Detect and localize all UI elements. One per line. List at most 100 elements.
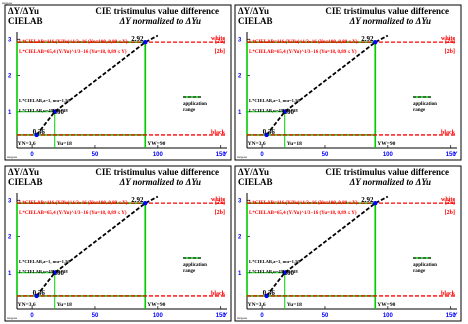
title-left: ΔY/ΔYu bbox=[8, 6, 39, 16]
tag-b: [2b] bbox=[445, 49, 455, 55]
tag-a: [2a] bbox=[215, 39, 225, 45]
yn-label: YN=3,6 bbox=[248, 141, 266, 147]
black-label: black bbox=[211, 130, 226, 136]
panel-border bbox=[234, 165, 462, 322]
value-label-black: 0.36 bbox=[263, 289, 276, 297]
panel-border bbox=[234, 4, 462, 161]
data-point-3 bbox=[143, 39, 148, 45]
title-right-sub: ΔY normalized to ΔYu bbox=[119, 177, 201, 187]
series-line bbox=[265, 195, 389, 297]
y-tick-label: 3 bbox=[238, 37, 242, 43]
title-right-sub: ΔY normalized to ΔYu bbox=[119, 16, 201, 26]
title-left-sub: CIELAB bbox=[238, 177, 273, 187]
title-left-sub: CIELAB bbox=[8, 177, 43, 187]
panel-border bbox=[4, 165, 232, 322]
formula-a: L*CIELAB=116 (Y/Yu)^1/3−16 (Yu=100, 0,89… bbox=[19, 39, 128, 45]
legend-label-1: application bbox=[413, 263, 437, 268]
data-point-3 bbox=[373, 200, 378, 206]
legend-label-1: application bbox=[183, 263, 207, 268]
y-tick-label: 3 bbox=[8, 37, 12, 43]
corner-code: ceig-oa bbox=[7, 316, 17, 320]
lstar-label-2: L*CIELAB,u=49, Yu=18 bbox=[19, 269, 68, 274]
y-tick-label: 3 bbox=[238, 198, 242, 204]
y-tick-label: 1 bbox=[8, 271, 12, 277]
corner-code: ceig-oa bbox=[7, 155, 17, 159]
lstar-label-2: L*CIELAB,u=49, Yu=18 bbox=[249, 269, 298, 274]
white-label: white bbox=[441, 197, 455, 203]
value-label-black: 0.36 bbox=[33, 128, 46, 136]
y-tick-label: 2 bbox=[238, 235, 242, 241]
title-left-sub: CIELAB bbox=[238, 16, 273, 26]
yn-label: YN=3,6 bbox=[248, 302, 266, 308]
data-point-1 bbox=[34, 293, 39, 299]
legend-label-1: application bbox=[413, 102, 437, 107]
black-label: black bbox=[211, 291, 226, 297]
legend-label-2: range bbox=[413, 108, 426, 113]
corner-code: ceig-oa bbox=[237, 155, 247, 159]
formula-a: L*CIELAB=116 (Y/Yu)^1/3−16 (Yu=100, 0,89… bbox=[19, 200, 128, 206]
lstar-label-1: L*CIELAB,a=1, mu=1,56 bbox=[19, 98, 70, 103]
formula-b: L*CIELAB=65,4 (Y/Yu)^1/3−16 (Yu=18, 0,89… bbox=[249, 210, 357, 216]
data-point-1 bbox=[34, 132, 39, 138]
data-point-2 bbox=[282, 270, 287, 275]
title-left-sub: CIELAB bbox=[8, 16, 43, 26]
lstar-label-1: L*CIELAB,a=1, mu=1,56 bbox=[249, 98, 300, 103]
title-right: CIE tristimulus value difference bbox=[325, 167, 449, 177]
black-label: black bbox=[441, 291, 456, 297]
data-point-2 bbox=[52, 109, 57, 114]
yu-label: Yu=18 bbox=[57, 141, 72, 147]
header-code: ceig-oa bbox=[2, 1, 12, 5]
x-tick-label: 150 bbox=[446, 152, 457, 158]
formula-b: L*CIELAB=65,4 (Y/Yu)^1/3−16 (Yu=18, 0,89… bbox=[19, 49, 127, 55]
corner-code: ceig-oa bbox=[237, 316, 247, 320]
legend-label-2: range bbox=[183, 269, 196, 274]
data-point-1 bbox=[264, 293, 269, 299]
x-tick-label: 50 bbox=[322, 313, 329, 319]
title-left: ΔY/ΔYu bbox=[238, 6, 269, 16]
yn-label: YN=3,6 bbox=[18, 302, 36, 308]
value-label-white: 2.92 bbox=[361, 196, 374, 204]
yw-label: YW=90 bbox=[377, 141, 395, 147]
white-label: white bbox=[211, 197, 225, 203]
value-label-mid: 1.00 bbox=[282, 269, 295, 277]
panel-border bbox=[4, 4, 232, 161]
tag-b: [2b] bbox=[445, 210, 455, 216]
value-label-white: 2.92 bbox=[131, 35, 144, 43]
title-right: CIE tristimulus value difference bbox=[95, 6, 219, 16]
x-tick-label: 0 bbox=[260, 313, 264, 319]
tag-b: [2b] bbox=[215, 49, 225, 55]
x-tick-label: 150 bbox=[216, 313, 227, 319]
value-label-black: 0.36 bbox=[33, 289, 46, 297]
x-tick-label: 0 bbox=[30, 313, 34, 319]
black-label: black bbox=[441, 130, 456, 136]
title-right-sub: ΔY normalized to ΔYu bbox=[349, 177, 431, 187]
yw-label: YW=90 bbox=[147, 302, 165, 308]
lstar-label-1: L*CIELAB,a=1, mu=1,56 bbox=[19, 259, 70, 264]
value-label-mid: 1.00 bbox=[52, 108, 65, 116]
formula-a: L*CIELAB=116 (Y/Yu)^1/3−16 (Yu=100, 0,89… bbox=[249, 200, 358, 206]
x-axis-var: Y bbox=[223, 313, 228, 319]
y-tick-label: 2 bbox=[8, 74, 12, 80]
title-right: CIE tristimulus value difference bbox=[325, 6, 449, 16]
value-label-mid: 1.00 bbox=[282, 108, 295, 116]
x-tick-label: 100 bbox=[383, 152, 394, 158]
tag-a: [2a] bbox=[445, 200, 455, 206]
y-tick-label: 2 bbox=[238, 74, 242, 80]
x-tick-label: 150 bbox=[216, 152, 227, 158]
lstar-label-2: L*CIELAB,u=49, Yu=18 bbox=[19, 108, 68, 113]
title-left: ΔY/ΔYu bbox=[8, 167, 39, 177]
title-right: CIE tristimulus value difference bbox=[95, 167, 219, 177]
yw-label: YW=90 bbox=[147, 141, 165, 147]
tag-a: [2a] bbox=[445, 39, 455, 45]
data-point-2 bbox=[282, 109, 287, 114]
data-point-2 bbox=[52, 270, 57, 275]
tag-b: [2b] bbox=[215, 210, 225, 216]
yu-label: Yu=18 bbox=[287, 141, 302, 147]
x-axis-var: Y bbox=[223, 152, 228, 158]
data-point-3 bbox=[143, 200, 148, 206]
white-label: white bbox=[211, 36, 225, 42]
